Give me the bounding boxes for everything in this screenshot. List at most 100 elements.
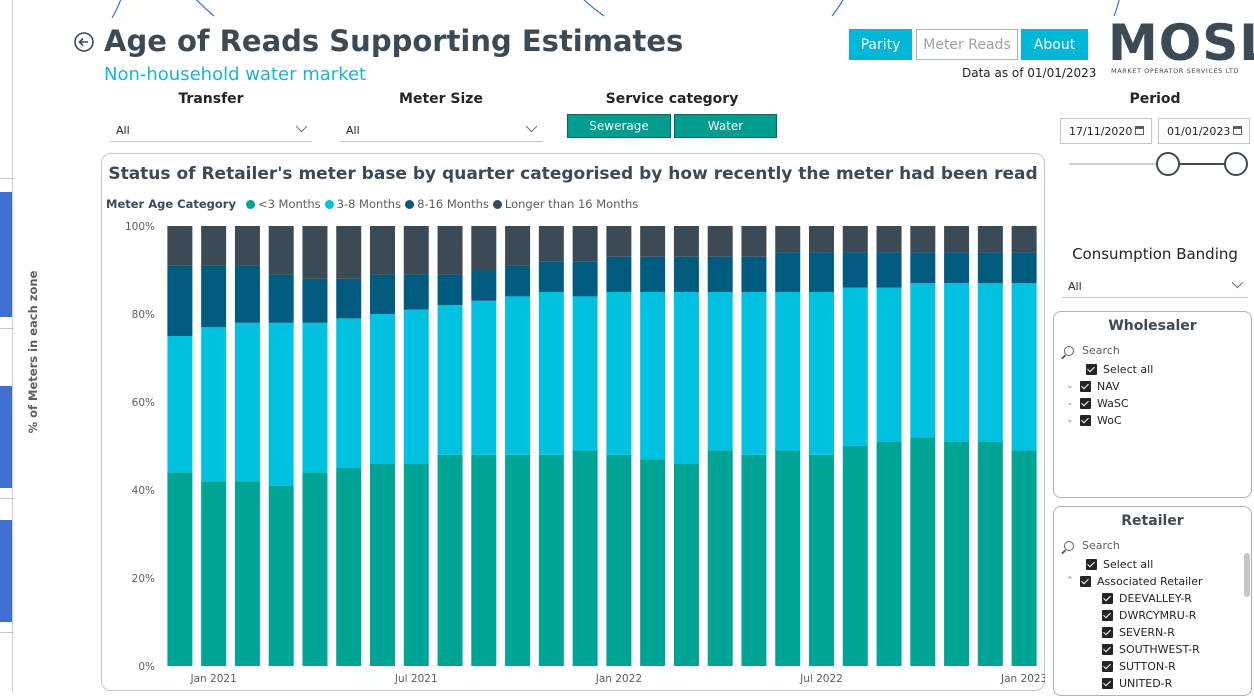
wholesaler-search[interactable]: Search <box>1064 344 1120 357</box>
wholesaler-item-woc[interactable]: ⌄ WoC <box>1066 412 1122 428</box>
checkbox-icon[interactable] <box>1102 643 1113 655</box>
bar-segment <box>437 274 463 306</box>
retailer-item[interactable]: DWRCYMRU-R <box>1102 607 1196 623</box>
wholesaler-search-placeholder: Search <box>1082 344 1120 357</box>
period-slider-end-handle[interactable] <box>1224 152 1248 176</box>
bar-segment <box>977 252 1003 284</box>
bar-segment <box>370 314 395 464</box>
retailer-item-select-all[interactable]: Select all <box>1086 556 1153 572</box>
y-tick-label: 60% <box>132 397 155 409</box>
checkbox-icon[interactable] <box>1102 626 1113 638</box>
bar-segment <box>640 226 666 257</box>
bar-segment <box>370 463 395 666</box>
side-tab[interactable] <box>0 386 12 488</box>
wholesaler-item-wasc[interactable]: ⌄ WaSC <box>1066 395 1129 411</box>
bar-segment <box>944 441 970 666</box>
retailer-item[interactable]: SEVERN-R <box>1102 624 1175 640</box>
logo-tagline: MARKET OPERATOR SERVICES LTD <box>1111 67 1240 75</box>
bar-segment <box>910 226 936 253</box>
legend-item[interactable]: 8-16 Months <box>417 197 489 211</box>
bar-segment <box>201 226 227 266</box>
sewerage-toggle[interactable]: Sewerage <box>567 114 671 138</box>
checkbox-icon[interactable] <box>1086 558 1097 570</box>
consumption-banding-value: All <box>1068 280 1082 293</box>
bar-segment <box>876 252 902 288</box>
checkbox-icon[interactable] <box>1080 575 1091 587</box>
bar-segment <box>606 292 632 455</box>
bar-segment <box>538 226 564 262</box>
transfer-label: Transfer <box>178 91 244 107</box>
collapse-chevron-icon[interactable]: ⌃ <box>1066 576 1074 586</box>
bar-segment <box>1011 283 1037 451</box>
checkbox-icon[interactable] <box>1080 380 1091 392</box>
period-end-date[interactable]: 01/01/2023 <box>1158 118 1250 144</box>
bar-segment <box>842 287 868 446</box>
water-toggle[interactable]: Water <box>674 114 777 138</box>
retailer-item[interactable]: UNITED-R <box>1102 675 1172 691</box>
bar-segment <box>809 252 834 292</box>
bar-segment <box>673 463 699 666</box>
search-icon <box>1064 540 1074 551</box>
bar-segment <box>201 265 227 328</box>
bar-segment <box>707 292 733 451</box>
bar-segment <box>234 226 260 266</box>
retailer-item[interactable]: DEEVALLEY-R <box>1102 590 1192 606</box>
bar-segment <box>538 454 564 666</box>
consumption-banding-dropdown[interactable]: All <box>1062 274 1248 298</box>
retailer-item[interactable]: SUTTON-R <box>1102 658 1176 674</box>
side-tab[interactable] <box>0 192 12 317</box>
checkbox-icon[interactable] <box>1080 414 1091 426</box>
bar-segment <box>370 226 395 275</box>
checkbox-icon[interactable] <box>1102 609 1113 621</box>
parity-button[interactable]: Parity <box>849 29 912 60</box>
legend-item[interactable]: 3-8 Months <box>336 197 402 211</box>
meter-reads-button[interactable]: Meter Reads <box>916 29 1018 60</box>
retailer-item[interactable]: SOUTHWEST-R <box>1102 641 1200 657</box>
period-slider-start-handle[interactable] <box>1156 152 1180 176</box>
back-arrow-icon[interactable] <box>72 30 96 54</box>
bar-segment <box>640 256 666 292</box>
checkbox-icon[interactable] <box>1086 363 1097 375</box>
side-tab[interactable] <box>0 520 12 622</box>
checkbox-icon[interactable] <box>1102 660 1113 672</box>
bar-segment <box>673 256 699 292</box>
transfer-dropdown[interactable]: All <box>110 118 312 142</box>
legend-item[interactable]: <3 Months <box>257 197 321 211</box>
retailer-slicer: Retailer Search Select all ⌃ Associated … <box>1053 506 1252 696</box>
legend-marker-gt16 <box>492 199 502 209</box>
x-tick-label: Jan 2023 <box>1000 673 1045 685</box>
retailer-search[interactable]: Search <box>1064 539 1120 552</box>
checkbox-icon[interactable] <box>1080 397 1091 409</box>
bar-segment <box>910 252 936 284</box>
wholesaler-item-nav[interactable]: ⌄ NAV <box>1066 378 1120 394</box>
legend-item[interactable]: Longer than 16 Months <box>504 197 639 211</box>
checkbox-icon[interactable] <box>1102 677 1113 689</box>
bar-segment <box>336 318 362 468</box>
bar-segment <box>1011 450 1037 666</box>
checkbox-icon[interactable] <box>1102 592 1113 604</box>
bar-segment <box>673 226 699 257</box>
meter-size-dropdown[interactable]: All <box>340 118 542 142</box>
expand-chevron-icon[interactable]: ⌄ <box>1066 415 1074 425</box>
retailer-scrollbar[interactable] <box>1244 553 1250 597</box>
calendar-icon[interactable] <box>1135 126 1144 135</box>
retailer-item-associated[interactable]: ⌃ Associated Retailer <box>1066 573 1203 589</box>
consumption-banding-label: Consumption Banding <box>1072 245 1238 263</box>
side-divider <box>0 328 14 329</box>
calendar-icon[interactable] <box>1233 126 1242 135</box>
item-label: WaSC <box>1097 396 1129 410</box>
item-label: DWRCYMRU-R <box>1119 608 1197 622</box>
bar-segment <box>234 481 260 666</box>
expand-chevron-icon[interactable]: ⌄ <box>1066 381 1074 391</box>
bar-segment <box>910 437 936 666</box>
bar-segment <box>809 454 834 666</box>
wholesaler-item-select-all[interactable]: Select all <box>1086 361 1153 377</box>
bar-segment <box>876 287 902 442</box>
wholesaler-slicer: Wholesaler Search Select all ⌄ NAV ⌄ WaS… <box>1053 311 1252 498</box>
about-button[interactable]: About <box>1021 29 1088 60</box>
item-label: NAV <box>1097 379 1120 393</box>
period-slider-track[interactable] <box>1069 163 1234 165</box>
expand-chevron-icon[interactable]: ⌄ <box>1066 398 1074 408</box>
period-start-date[interactable]: 17/11/2020 <box>1060 118 1152 144</box>
bar-segment <box>370 274 395 314</box>
